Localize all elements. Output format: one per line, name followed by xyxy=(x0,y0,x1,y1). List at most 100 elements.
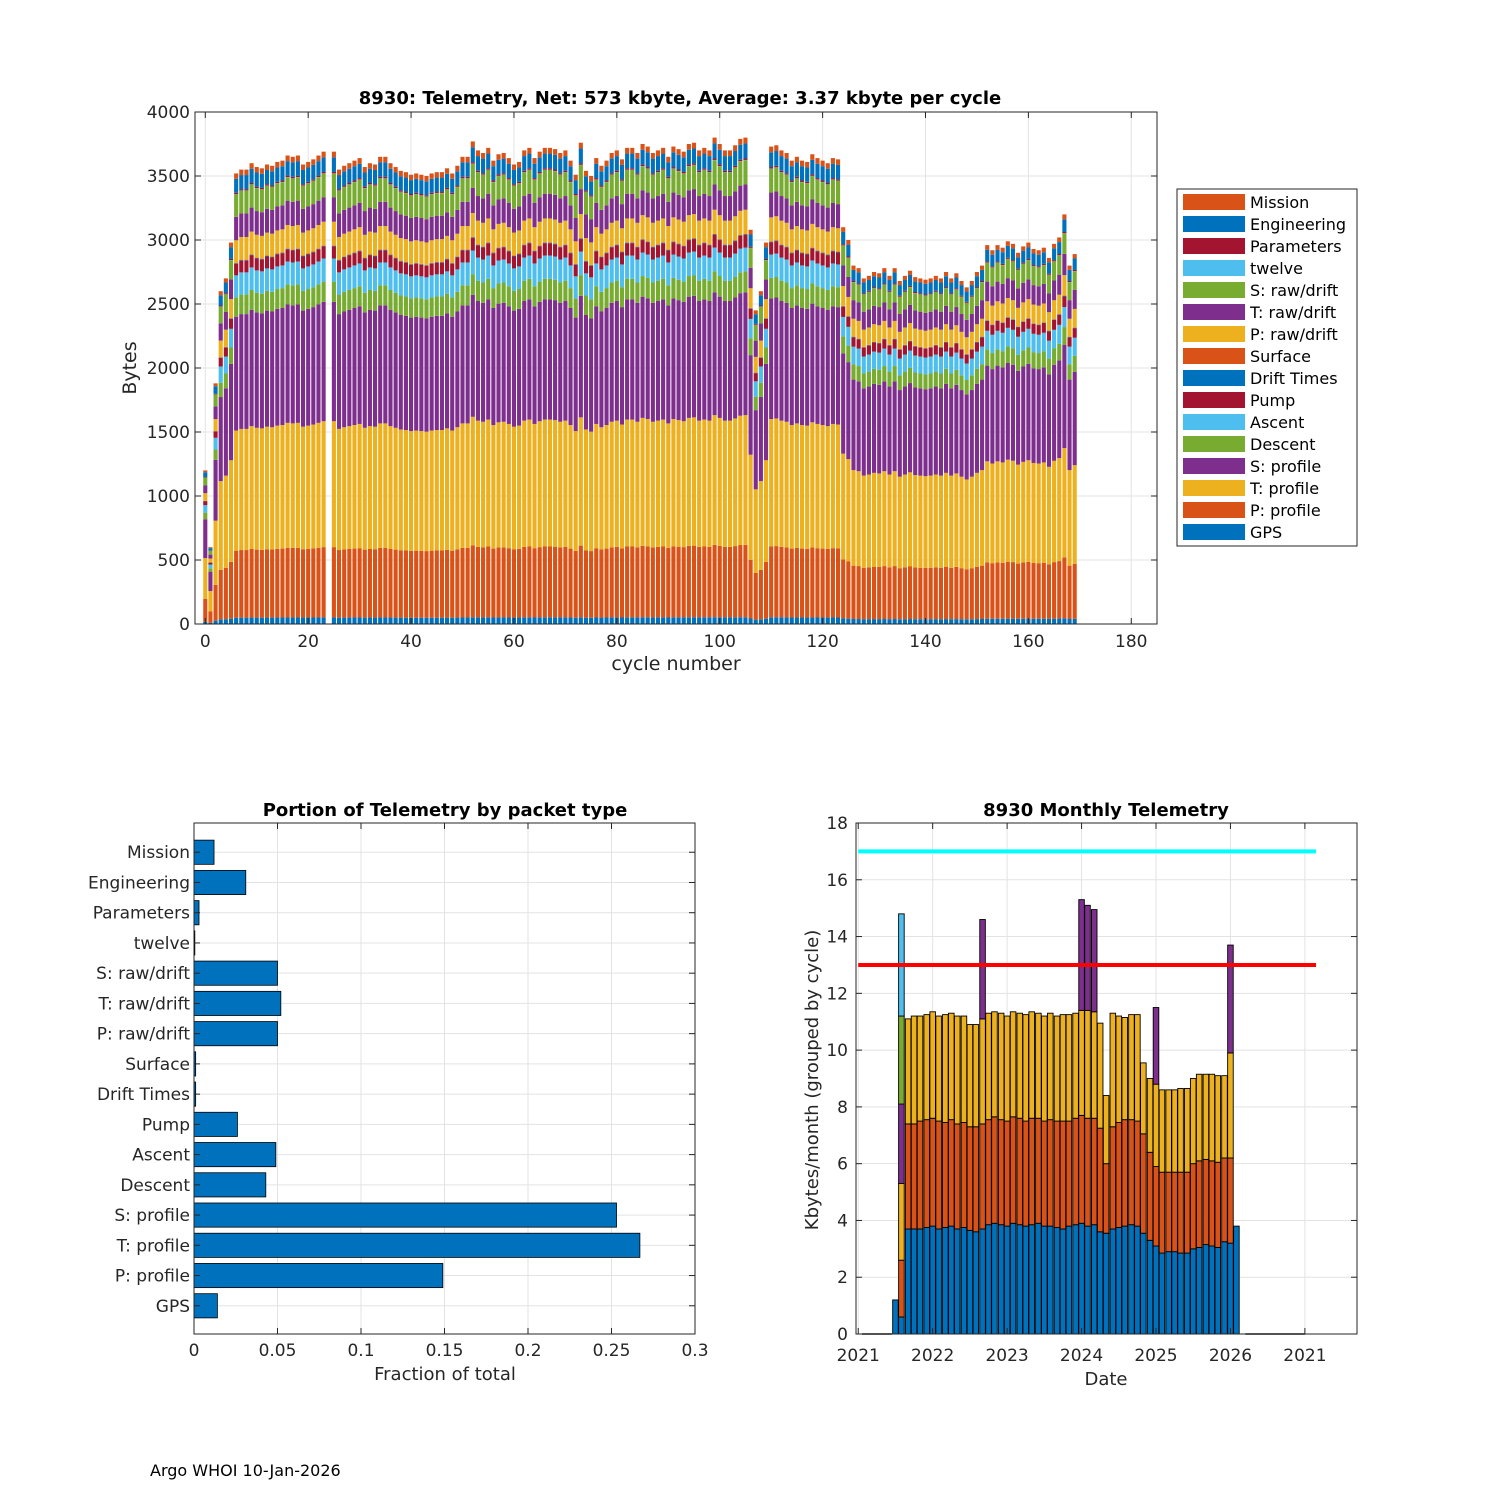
monthly-bar-segment xyxy=(1221,1241,1228,1335)
top-bar-segment xyxy=(707,170,712,173)
top-bar-segment xyxy=(465,162,470,177)
top-bar-segment xyxy=(1046,257,1052,263)
fraction-bar xyxy=(193,1021,278,1047)
top-bar-segment xyxy=(635,617,640,624)
top-bar-segment xyxy=(1010,460,1016,563)
top-bar-segment xyxy=(558,617,563,624)
top-bar-segment xyxy=(985,262,990,282)
fraction-bar xyxy=(193,1111,238,1137)
fraction-ticks: 0 0.05 0.1 0.15 0.2 0.25 0.3MissionEngineering… xyxy=(88,823,709,1361)
top-bar-segment xyxy=(841,336,846,354)
top-bar-segment xyxy=(861,567,866,620)
monthly-bar-segment xyxy=(910,1123,918,1230)
top-bar-segment xyxy=(640,240,645,253)
top-bar-segment xyxy=(1062,219,1067,232)
top-bar-segment xyxy=(445,189,450,213)
monthly-bar-segment xyxy=(929,1011,936,1119)
top-bar-segment xyxy=(913,293,918,311)
top-bar-segment xyxy=(208,554,213,559)
top-bar-segment xyxy=(573,264,578,277)
top-bar-segment xyxy=(259,271,264,294)
top-bar-segment xyxy=(419,276,424,299)
top-bar-segment xyxy=(923,294,928,296)
top-bar-segment xyxy=(398,550,403,618)
top-bar-segment xyxy=(285,304,290,423)
top-bar-segment xyxy=(1016,336,1021,355)
top-bar-segment xyxy=(393,234,398,258)
top-bar-segment xyxy=(311,159,316,165)
top-bar-segment xyxy=(553,154,558,170)
monthly-bar-segment xyxy=(1208,1245,1216,1335)
top-bar-segment xyxy=(486,419,491,547)
top-bar-segment xyxy=(897,390,902,477)
top-bar-segment xyxy=(769,419,774,547)
top-bar-segment xyxy=(727,170,733,173)
top-bar-segment xyxy=(439,191,444,193)
top-bar-segment xyxy=(486,153,491,169)
top-bar-segment xyxy=(228,328,234,348)
monthly-bar-segment xyxy=(1214,1246,1222,1335)
top-bar-segment xyxy=(398,190,403,192)
top-bar-segment xyxy=(517,425,522,549)
top-bar-segment xyxy=(614,280,619,302)
top-bar-segment xyxy=(270,185,275,187)
top-bar-segment xyxy=(738,210,743,236)
monthly-bar-segment xyxy=(1041,1120,1048,1227)
top-bar-segment xyxy=(830,286,835,307)
top-bar-segment xyxy=(614,150,619,157)
top-bar-segment xyxy=(244,213,249,237)
fraction-xtick-label: 0.05 xyxy=(259,1341,297,1361)
top-bar-segment xyxy=(707,420,712,547)
top-bar-segment xyxy=(398,429,403,551)
top-bar-segment xyxy=(388,184,393,208)
top-bar-segment xyxy=(455,187,460,210)
top-bar-segment xyxy=(887,371,892,387)
monthly-bar-segment xyxy=(935,1228,942,1335)
top-bar-segment xyxy=(1057,254,1062,256)
top-bar-segment xyxy=(403,274,408,297)
top-bar-segment xyxy=(336,213,342,237)
top-bar-segment xyxy=(532,158,537,164)
top-bar-segment xyxy=(1005,245,1010,258)
top-bar-segment xyxy=(280,160,285,167)
monthly-bar-segment xyxy=(1146,1078,1154,1153)
top-bar-segment xyxy=(1005,257,1010,259)
top-bar-segment xyxy=(393,211,398,235)
top-bar-segment xyxy=(295,224,300,249)
top-bar-segment xyxy=(537,281,542,302)
top-bar-segment xyxy=(424,195,429,197)
top-bar-segment xyxy=(969,568,974,620)
top-bar-segment xyxy=(691,163,697,165)
top-bar-segment xyxy=(599,233,604,257)
top-bar-segment xyxy=(748,248,753,268)
top-bar-segment xyxy=(851,300,856,319)
top-bar-segment xyxy=(419,180,424,195)
top-bar-segment xyxy=(563,420,568,547)
monthly-bar-segment xyxy=(1065,1014,1073,1122)
top-bar-segment xyxy=(835,180,841,205)
top-bar-segment xyxy=(1052,300,1057,320)
top-legend-swatch xyxy=(1183,260,1245,276)
top-bar-segment xyxy=(820,425,825,549)
top-bar-segment xyxy=(625,193,630,219)
top-bar-segment xyxy=(342,187,347,210)
top-ytick-label: 2500 xyxy=(147,295,190,315)
top-bar-segment xyxy=(573,218,578,242)
top-bar-segment xyxy=(1041,323,1046,333)
top-bar-segment xyxy=(419,298,424,318)
top-bar-segment xyxy=(1026,347,1031,364)
top-bar-segment xyxy=(542,278,547,300)
top-bar-segment xyxy=(805,425,810,549)
top-bar-segment xyxy=(347,184,352,208)
top-bar-segment xyxy=(331,197,336,222)
top-bar-segment xyxy=(1026,561,1031,619)
top-bar-segment xyxy=(316,155,321,162)
top-bar-segment xyxy=(357,158,362,164)
top-bar-segment xyxy=(799,307,805,426)
top-bar-segment xyxy=(861,278,866,283)
top-bar-segment xyxy=(403,550,408,618)
top-bar-segment xyxy=(213,584,218,621)
top-bar-segment xyxy=(784,259,789,283)
top-bar-segment xyxy=(954,473,959,567)
